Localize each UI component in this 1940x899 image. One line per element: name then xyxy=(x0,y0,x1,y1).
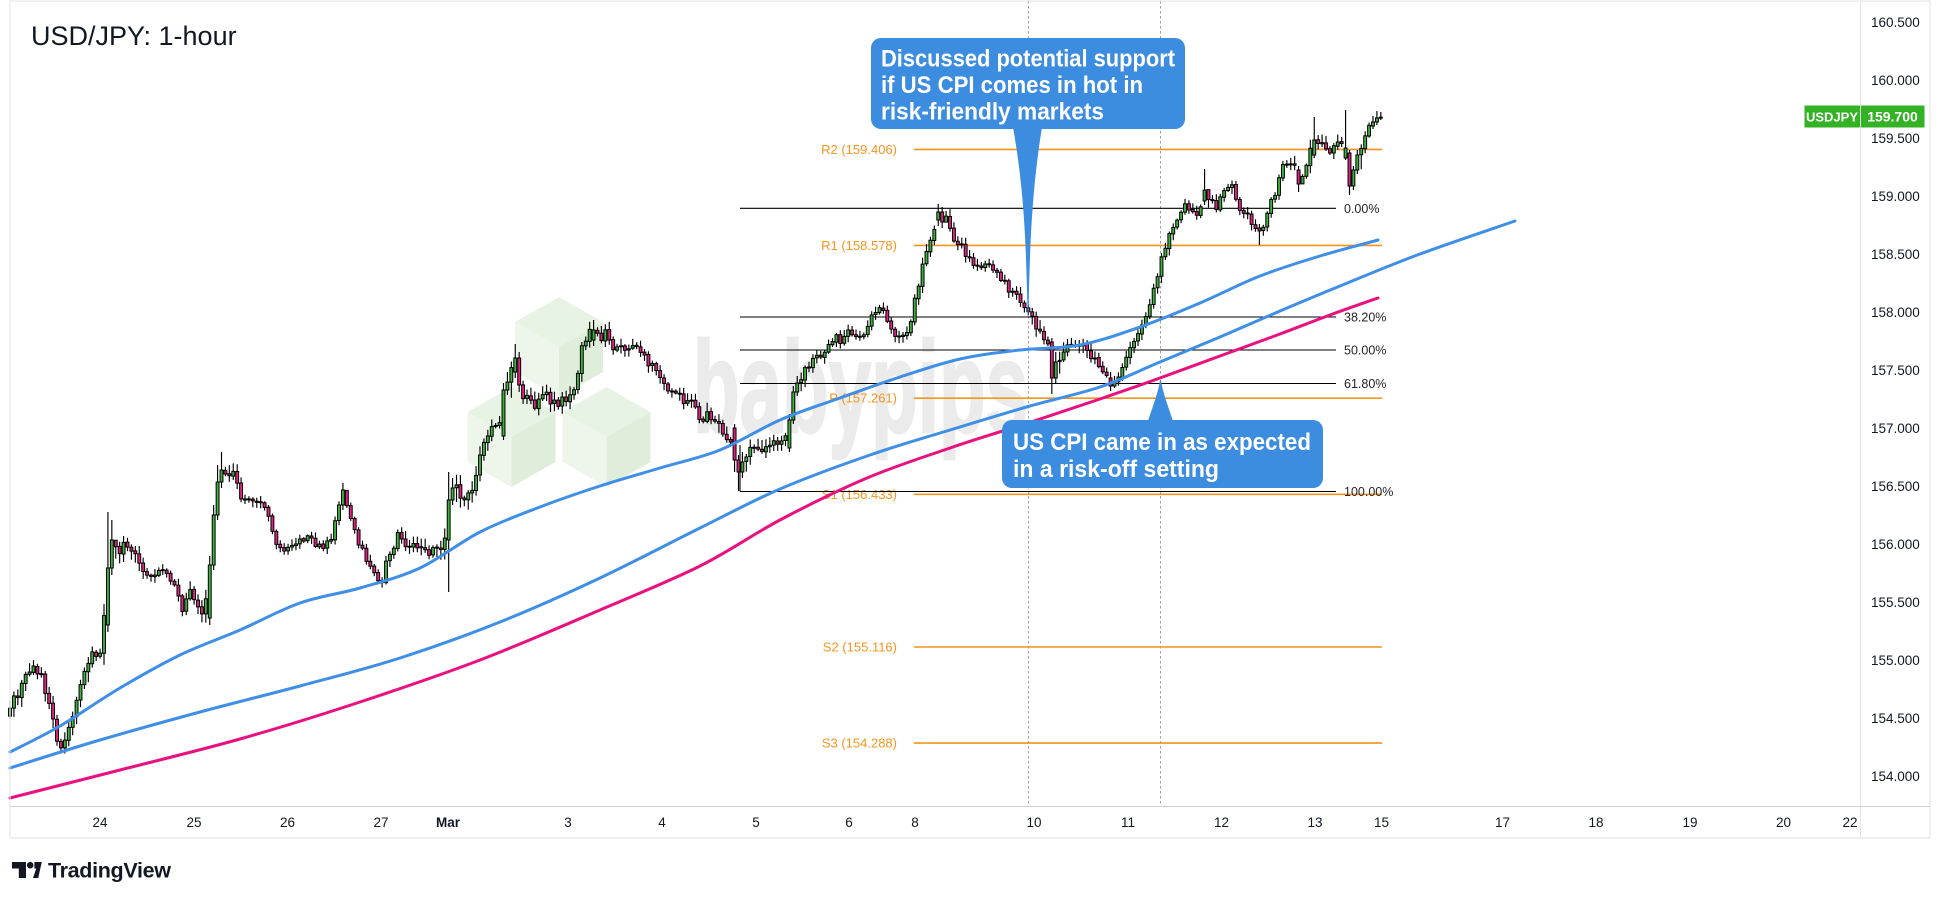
svg-text:US CPI came in as expected: US CPI came in as expected xyxy=(1013,429,1311,456)
svg-text:158.000: 158.000 xyxy=(1871,305,1920,320)
svg-text:13: 13 xyxy=(1307,815,1322,830)
svg-text:Mar: Mar xyxy=(436,815,461,830)
svg-text:155.500: 155.500 xyxy=(1871,595,1920,610)
svg-text:11: 11 xyxy=(1121,815,1135,830)
svg-text:12: 12 xyxy=(1214,815,1229,830)
svg-text:27: 27 xyxy=(373,815,388,830)
svg-text:TradingView: TradingView xyxy=(48,859,171,883)
svg-text:154.000: 154.000 xyxy=(1871,769,1920,784)
svg-text:19: 19 xyxy=(1682,815,1697,830)
svg-text:156.500: 156.500 xyxy=(1871,479,1920,494)
svg-text:USD/JPY: 1-hour: USD/JPY: 1-hour xyxy=(31,21,237,51)
svg-text:risk-friendly markets: risk-friendly markets xyxy=(881,99,1104,126)
svg-text:20: 20 xyxy=(1776,815,1791,830)
svg-text:USDJPY: USDJPY xyxy=(1806,110,1858,125)
svg-text:5: 5 xyxy=(752,815,760,830)
svg-text:6: 6 xyxy=(845,815,853,830)
svg-text:38.20%: 38.20% xyxy=(1344,311,1386,325)
svg-text:158.500: 158.500 xyxy=(1871,247,1920,262)
svg-text:22: 22 xyxy=(1842,815,1857,830)
svg-text:159.000: 159.000 xyxy=(1871,189,1920,204)
svg-text:157.000: 157.000 xyxy=(1871,421,1920,436)
svg-text:154.500: 154.500 xyxy=(1871,711,1920,726)
svg-text:17: 17 xyxy=(1495,815,1510,830)
svg-text:15: 15 xyxy=(1374,815,1389,830)
svg-text:Discussed potential support: Discussed potential support xyxy=(881,46,1175,73)
svg-text:26: 26 xyxy=(280,815,295,830)
svg-text:155.000: 155.000 xyxy=(1871,653,1920,668)
svg-text:160.000: 160.000 xyxy=(1871,73,1920,88)
svg-text:in a risk-off setting: in a risk-off setting xyxy=(1013,456,1219,483)
svg-text:S2 (155.116): S2 (155.116) xyxy=(823,640,897,655)
svg-text:3: 3 xyxy=(564,815,572,830)
svg-text:159.500: 159.500 xyxy=(1871,131,1920,146)
svg-text:61.80%: 61.80% xyxy=(1344,377,1386,391)
svg-text:if US CPI comes in hot in: if US CPI comes in hot in xyxy=(881,72,1143,99)
svg-text:4: 4 xyxy=(658,815,666,830)
svg-text:156.000: 156.000 xyxy=(1871,537,1920,552)
svg-text:10: 10 xyxy=(1026,815,1041,830)
svg-text:100.00%: 100.00% xyxy=(1344,485,1393,499)
svg-text:157.500: 157.500 xyxy=(1871,363,1920,378)
svg-text:160.500: 160.500 xyxy=(1871,15,1920,30)
svg-text:R1 (158.578): R1 (158.578) xyxy=(821,238,897,253)
svg-text:159.700: 159.700 xyxy=(1867,109,1918,125)
svg-text:babypips: babypips xyxy=(693,314,1028,460)
svg-text:18: 18 xyxy=(1588,815,1603,830)
svg-text:8: 8 xyxy=(911,815,919,830)
svg-text:50.00%: 50.00% xyxy=(1344,344,1386,358)
svg-text:R2 (159.406): R2 (159.406) xyxy=(821,142,897,157)
svg-text:0.00%: 0.00% xyxy=(1344,202,1379,216)
svg-text:24: 24 xyxy=(92,815,108,830)
svg-text:25: 25 xyxy=(186,815,201,830)
svg-text:S3 (154.288): S3 (154.288) xyxy=(822,736,897,751)
